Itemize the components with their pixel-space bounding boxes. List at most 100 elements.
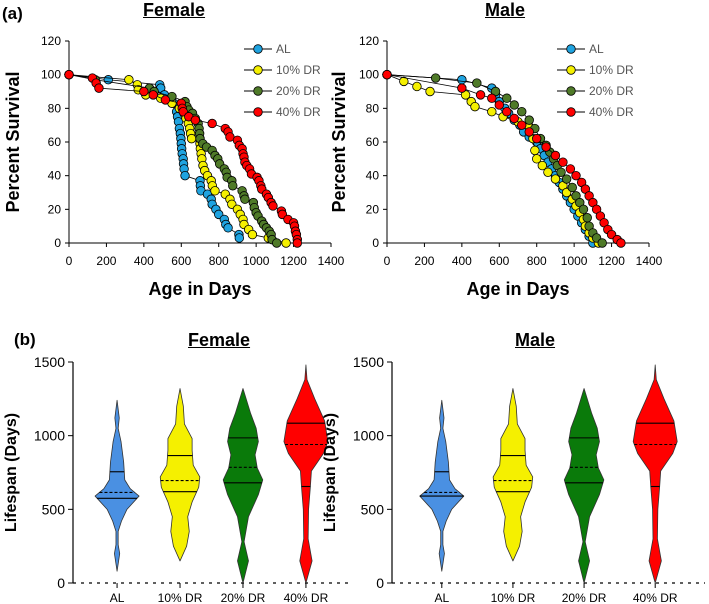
y-tick-label: 0	[376, 575, 384, 591]
x-tick-label: 10% DR	[491, 591, 536, 604]
data-point	[430, 73, 441, 83]
x-tick-label: 20% DR	[562, 591, 607, 604]
data-point	[509, 100, 519, 110]
data-point	[487, 93, 497, 103]
data-point	[457, 83, 467, 93]
data-point	[124, 75, 134, 85]
data-point	[567, 182, 577, 193]
y-tick-label: 120	[41, 34, 61, 48]
x-tick-label: AL	[434, 591, 449, 604]
violin-20-dr	[222, 388, 264, 584]
violin-al	[419, 399, 465, 572]
legend-label: 40% DR	[589, 105, 634, 119]
series-line-10-dr	[68, 74, 287, 244]
data-point	[223, 223, 233, 233]
data-point	[541, 142, 551, 152]
data-point	[64, 69, 74, 80]
x-tick-label: 400	[452, 254, 472, 268]
data-point	[532, 154, 542, 164]
legend-label: 20% DR	[589, 84, 634, 98]
y-tick-label: 60	[366, 135, 380, 149]
legend-marker	[253, 107, 263, 117]
x-tick-label: 10% DR	[158, 591, 203, 604]
data-point	[561, 174, 572, 184]
x-tick-label: 0	[384, 254, 391, 268]
y-tick-label: 0	[57, 575, 65, 591]
data-point	[550, 174, 561, 184]
legend-marker	[253, 44, 263, 54]
data-point	[472, 78, 482, 88]
data-point	[425, 86, 435, 97]
x-tick-label: AL	[110, 591, 125, 604]
x-axis-label: Age in Days	[148, 279, 251, 299]
y-tick-label: 120	[359, 34, 379, 48]
x-tick-label: 1400	[318, 254, 345, 268]
data-point	[160, 95, 171, 105]
data-point	[487, 106, 497, 117]
legend-marker	[566, 44, 576, 54]
y-tick-label: 1500	[353, 354, 384, 370]
x-tick-label: 40% DR	[633, 591, 678, 604]
data-point	[412, 81, 422, 92]
violin-20-dr	[563, 388, 605, 584]
data-point	[494, 100, 504, 110]
title-survival-male: Male	[485, 0, 526, 20]
x-tick-label: 40% DR	[284, 591, 329, 604]
data-point	[180, 170, 190, 181]
y-tick-label: 1000	[353, 428, 384, 444]
y-tick-label: 40	[366, 169, 380, 183]
y-tick-label: 20	[48, 202, 62, 216]
data-point	[268, 201, 278, 211]
x-tick-label: 1200	[598, 254, 625, 268]
x-tick-label: 600	[171, 254, 191, 268]
data-point	[234, 233, 245, 243]
x-tick-label: 800	[209, 254, 229, 268]
data-point	[571, 170, 581, 181]
data-point	[558, 157, 568, 167]
title-violin-female: Female	[188, 330, 251, 350]
x-tick-label: 1000	[561, 254, 588, 268]
data-point	[281, 238, 291, 248]
data-point	[537, 160, 548, 171]
data-point	[139, 86, 149, 97]
x-tick-label: 1000	[243, 254, 270, 268]
violin-40-dr	[632, 364, 678, 584]
violin-10-dr	[159, 388, 201, 562]
data-point	[186, 133, 197, 144]
data-point	[457, 75, 467, 85]
x-tick-label: 600	[489, 254, 509, 268]
legend-label: 10% DR	[589, 63, 634, 77]
data-point	[190, 115, 201, 125]
violin-40-dr	[283, 364, 329, 584]
y-tick-label: 1500	[34, 354, 65, 370]
y-axis-label: Percent Survival	[329, 71, 349, 212]
data-point	[470, 101, 480, 112]
y-tick-label: 80	[366, 101, 380, 115]
legend-marker	[253, 86, 263, 96]
data-point	[240, 194, 250, 204]
y-tick-label: 100	[41, 68, 61, 82]
y-axis-label: Percent Survival	[3, 71, 23, 212]
data-point	[228, 181, 238, 191]
data-point	[94, 83, 104, 93]
x-tick-label: 1400	[636, 254, 663, 268]
y-tick-label: 40	[48, 169, 62, 183]
x-tick-label: 1200	[280, 254, 307, 268]
data-point	[247, 229, 258, 240]
y-tick-label: 1000	[34, 428, 65, 444]
data-point	[524, 115, 534, 125]
data-point	[382, 69, 392, 80]
y-tick-label: 80	[48, 101, 62, 115]
violin-al	[94, 399, 140, 572]
data-point	[272, 238, 282, 248]
panel-label-b: (b)	[14, 330, 36, 349]
data-point	[543, 167, 553, 178]
y-tick-label: 100	[359, 68, 379, 82]
data-point	[509, 113, 519, 124]
y-tick-label: 20	[366, 202, 380, 216]
panel-label-a: (a)	[2, 4, 23, 23]
y-tick-label: 60	[48, 135, 62, 149]
legend-label: 10% DR	[276, 63, 321, 77]
